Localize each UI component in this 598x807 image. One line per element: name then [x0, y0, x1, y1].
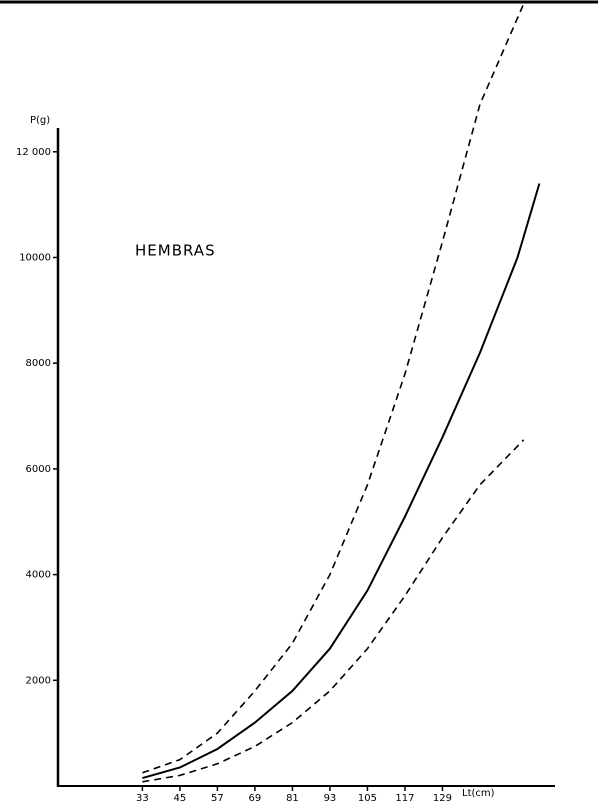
x-tick-label: 57	[211, 793, 224, 803]
y-tick-label: 2000	[26, 675, 51, 686]
y-tick-label: 6000	[26, 464, 51, 475]
x-tick-label: 45	[174, 793, 187, 803]
series-line	[142, 183, 541, 780]
x-tick-label: 69	[249, 793, 262, 803]
x-tick-label: 81	[286, 793, 299, 803]
y-axis-label: P(g)	[30, 115, 50, 126]
y-tick-label: 4000	[26, 570, 51, 581]
series-line	[142, 3, 525, 774]
x-axis-label: Lt(cm)	[462, 788, 495, 799]
y-tick-label: 12 000	[16, 147, 51, 158]
series-line	[142, 439, 525, 783]
x-tick-label: 105	[358, 793, 377, 803]
y-tick-label: 10000	[19, 252, 51, 263]
x-tick-label: 93	[324, 793, 337, 803]
x-tick-label: 117	[395, 793, 414, 803]
annotation: HEMBRAS	[135, 242, 216, 260]
y-tick-label: 8000	[26, 358, 51, 369]
x-tick-label: 33	[136, 793, 149, 803]
x-tick-label: 129	[433, 793, 452, 803]
